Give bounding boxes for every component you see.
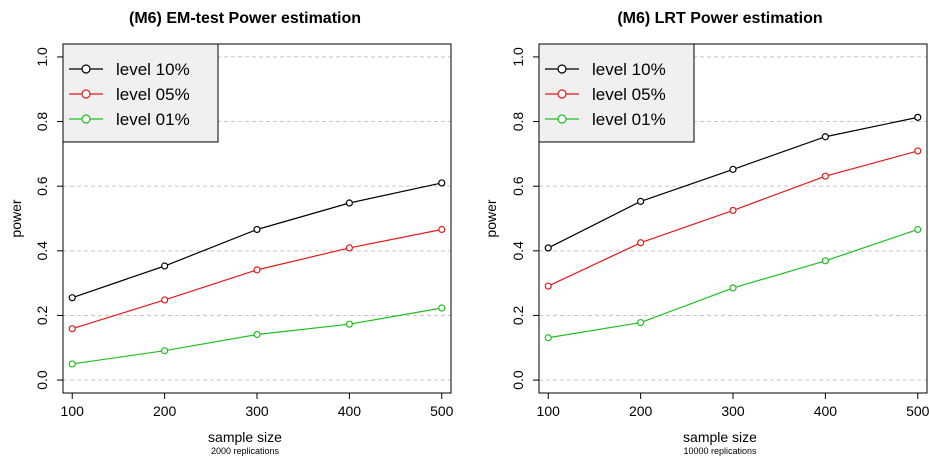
data-point [544,282,552,290]
legend-swatch-marker [81,64,91,74]
data-point [637,239,645,247]
data-point [68,294,76,302]
x-tick-label: 200 [629,403,653,419]
legend: level 10% level 05% level 01% [538,43,695,143]
legend-swatch-marker [557,89,567,99]
chart-title: (M6) EM-test Power estimation [129,10,361,27]
y-tick-label: 0.0 [510,370,526,390]
x-tick-label: 200 [153,403,177,419]
y-tick-label: 0.6 [34,176,50,196]
legend-label: level 01% [592,110,666,129]
y-tick-label: 0.8 [34,112,50,132]
legend-swatch-marker [557,114,567,124]
data-point [253,266,261,274]
y-tick-label: 0.6 [510,176,526,196]
data-point [161,347,169,355]
data-point [729,165,737,173]
legend-swatch-marker [81,89,91,99]
legend-label: level 05% [592,85,666,104]
data-point [345,320,353,328]
y-tick-label: 0.4 [510,241,526,261]
legend-label: level 05% [116,85,190,104]
legend-swatch-marker [81,114,91,124]
x-tick-label: 100 [537,403,561,419]
data-point [637,197,645,205]
x-axis-caption: 2000 replications [211,446,280,456]
legend: level 10% level 05% level 01% [62,43,219,143]
data-point [253,225,261,234]
chart-panel-1: (M6) EM-test Power estimation 100 200 300 40… [8,10,454,456]
data-point [914,225,922,234]
data-point [438,179,446,187]
legend-label: level 10% [592,60,666,79]
x-tick-label: 300 [245,403,269,419]
y-tick-label: 0.2 [34,306,50,326]
x-tick-label: 500 [906,403,929,419]
data-point [914,113,922,121]
y-tick-label: 1.0 [34,47,50,67]
data-point [161,296,169,304]
data-point [821,133,829,141]
x-tick-label: 400 [814,403,838,419]
data-point [729,284,737,292]
y-tick-label: 1.0 [510,47,526,67]
chart-panel-2: (M6) LRT Power estimation 100 200 300 400 500… [483,10,929,456]
data-point [544,244,552,252]
data-point [914,147,922,155]
data-point [438,225,446,234]
legend-label: level 10% [116,60,190,79]
data-point [821,257,829,265]
data-point [544,334,552,342]
data-point [253,330,261,339]
data-point [68,360,76,368]
data-point [345,199,353,207]
data-point [438,304,446,312]
legend-label: level 01% [116,110,190,129]
y-axis-label: power [8,199,24,237]
x-tick-label: 500 [430,403,454,419]
data-point [729,206,737,215]
data-point [637,318,645,327]
legend-swatch-marker [557,64,567,74]
y-tick-label: 0.2 [510,306,526,326]
y-tick-label: 0.0 [34,370,50,390]
x-tick-label: 300 [721,403,745,419]
y-tick-label: 0.8 [510,112,526,132]
x-tick-label: 400 [338,403,362,419]
chart-title: (M6) LRT Power estimation [617,10,822,27]
y-tick-label: 0.4 [34,241,50,261]
data-point [821,172,829,180]
x-axis-label: sample size [683,429,757,445]
x-axis-caption: 10000 replications [683,446,757,456]
series-line-3 [548,228,918,339]
x-tick-label: 100 [61,403,85,419]
data-point [161,262,169,270]
y-axis-label: power [483,199,499,237]
x-axis-label: sample size [208,429,282,445]
data-point [345,244,353,252]
data-point [68,325,76,333]
